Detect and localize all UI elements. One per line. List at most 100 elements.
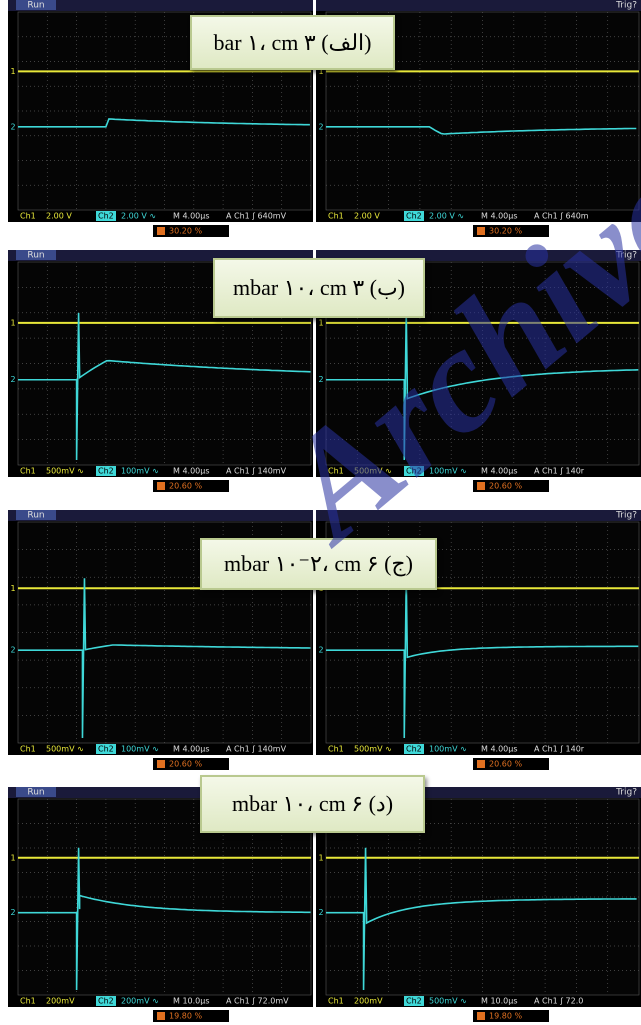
ch2-scale: 500mV ∿ <box>429 997 467 1006</box>
ch2-badge <box>404 744 424 754</box>
ch1-label: Ch1 <box>20 745 36 754</box>
ch2-badge <box>404 466 424 476</box>
trig-label: Trig? <box>615 788 637 798</box>
status-bar <box>316 787 641 798</box>
trig-label: Trig? <box>615 1 637 11</box>
run-badge <box>16 787 56 797</box>
ch1-label: Ch1 <box>20 997 36 1006</box>
ch2-trace <box>326 312 639 461</box>
ch2-label: Ch2 <box>98 467 114 476</box>
trigger: A Ch1 ʃ 140r <box>534 745 585 754</box>
ch2-scale: 100mV ∿ <box>121 745 159 754</box>
ch2-marker: 2 <box>318 375 323 384</box>
ch2-label: Ch2 <box>98 997 114 1006</box>
timebase: M 10.0µs <box>481 997 518 1006</box>
percent-icon <box>157 760 165 768</box>
percent-bg <box>153 1010 229 1022</box>
ch2-marker: 2 <box>10 122 15 131</box>
condition-label: (ج) mbar ۱۰⁻۲، cm ۶ <box>200 538 437 590</box>
ch2-scale: 100mV ∿ <box>121 467 159 476</box>
percent-icon <box>477 482 485 490</box>
trig-label: Trig? <box>615 251 637 261</box>
ch2-label: Ch2 <box>406 997 422 1006</box>
ch1-scale: 500mV ∿ <box>354 467 392 476</box>
ch2-trace <box>18 847 311 991</box>
ch2-badge <box>96 996 116 1006</box>
ch2-label: Ch2 <box>406 212 422 221</box>
ch1-marker: 1 <box>318 67 323 76</box>
ch2-label: Ch2 <box>98 745 114 754</box>
percent-icon <box>477 1012 485 1020</box>
status-bar <box>8 250 313 261</box>
ch1-label: Ch1 <box>328 212 344 221</box>
percent-icon <box>157 1012 165 1020</box>
status-bar <box>8 510 313 521</box>
ch1-scale: 200mV <box>46 997 75 1006</box>
ch2-marker: 2 <box>10 908 15 917</box>
percent-icon <box>157 482 165 490</box>
ch2-trace <box>326 847 637 991</box>
percent-bg <box>153 480 229 492</box>
timebase: M 4.00µs <box>173 212 210 221</box>
run-badge <box>16 0 56 10</box>
ch2-scale: 2.00 V ∿ <box>121 212 156 221</box>
run-label: Run <box>27 1 44 11</box>
trigger: A Ch1 ʃ 640m <box>534 212 589 221</box>
ch1-label: Ch1 <box>328 467 344 476</box>
run-label: Run <box>27 788 44 798</box>
timebase: M 10.0µs <box>173 997 210 1006</box>
condition-label: (الف) bar ۱، cm ۳ <box>190 15 395 70</box>
percent: 20.60 % <box>489 760 522 769</box>
ch2-badge <box>96 744 116 754</box>
percent-bg <box>473 758 549 770</box>
ch1-marker: 1 <box>10 318 15 327</box>
percent: 30.20 % <box>169 227 202 236</box>
ch1-marker: 1 <box>10 853 15 862</box>
trigger: A Ch1 ʃ 140mV <box>226 745 287 754</box>
ch2-scale: 100mV ∿ <box>429 745 467 754</box>
trigger: A Ch1 ʃ 72.0 <box>534 997 583 1006</box>
percent-bg <box>473 1010 549 1022</box>
percent: 20.60 % <box>489 482 522 491</box>
run-badge <box>16 250 56 260</box>
ch2-trace <box>18 312 311 461</box>
percent: 20.60 % <box>169 482 202 491</box>
ch2-marker: 2 <box>318 646 323 655</box>
trigger: A Ch1 ʃ 640mV <box>226 212 287 221</box>
ch2-label: Ch2 <box>406 467 422 476</box>
percent-bg <box>153 758 229 770</box>
ch2-scale: 100mV ∿ <box>429 467 467 476</box>
ch2-marker: 2 <box>318 122 323 131</box>
condition-label: (د) mbar ۱۰، cm ۶ <box>200 775 425 833</box>
status-bar <box>8 0 313 11</box>
run-badge <box>16 510 56 520</box>
ch2-trace <box>326 578 639 739</box>
ch2-marker: 2 <box>318 908 323 917</box>
ch1-marker: 1 <box>10 67 15 76</box>
percent-icon <box>477 227 485 235</box>
ch2-marker: 2 <box>10 646 15 655</box>
run-label: Run <box>27 511 44 521</box>
ch2-scale: 2.00 V ∿ <box>429 212 464 221</box>
percent: 19.80 % <box>489 1012 522 1021</box>
ch2-trace <box>18 578 311 739</box>
trigger: A Ch1 ʃ 140mV <box>226 467 287 476</box>
timebase: M 4.00µs <box>481 745 518 754</box>
timebase: M 4.00µs <box>481 467 518 476</box>
trigger: A Ch1 ʃ 140r <box>534 467 585 476</box>
ch2-marker: 2 <box>10 375 15 384</box>
ch1-marker: 1 <box>318 853 323 862</box>
percent: 19.80 % <box>169 1012 202 1021</box>
ch1-marker: 1 <box>318 318 323 327</box>
ch1-scale: 500mV ∿ <box>46 745 84 754</box>
status-bar <box>316 510 641 521</box>
ch2-label: Ch2 <box>98 212 114 221</box>
ch2-trace <box>326 126 637 135</box>
ch1-label: Ch1 <box>20 467 36 476</box>
run-label: Run <box>27 251 44 261</box>
percent-icon <box>157 227 165 235</box>
timebase: M 4.00µs <box>173 745 210 754</box>
ch2-badge <box>96 466 116 476</box>
